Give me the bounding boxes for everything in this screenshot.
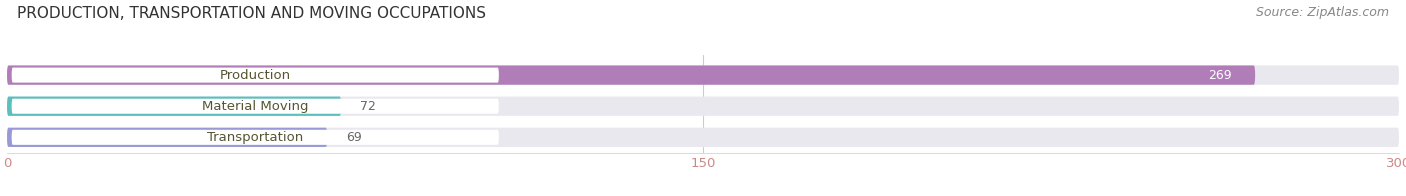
Text: 69: 69 <box>346 131 361 144</box>
Text: Production: Production <box>219 69 291 82</box>
Text: PRODUCTION, TRANSPORTATION AND MOVING OCCUPATIONS: PRODUCTION, TRANSPORTATION AND MOVING OC… <box>17 6 486 21</box>
Text: 269: 269 <box>1208 69 1232 82</box>
Text: Transportation: Transportation <box>207 131 304 144</box>
FancyBboxPatch shape <box>7 97 342 116</box>
Text: Material Moving: Material Moving <box>202 100 308 113</box>
Text: 72: 72 <box>360 100 375 113</box>
FancyBboxPatch shape <box>7 128 328 147</box>
FancyBboxPatch shape <box>7 128 1399 147</box>
FancyBboxPatch shape <box>7 97 1399 116</box>
FancyBboxPatch shape <box>11 68 499 83</box>
FancyBboxPatch shape <box>7 65 1399 85</box>
FancyBboxPatch shape <box>11 130 499 145</box>
Text: Source: ZipAtlas.com: Source: ZipAtlas.com <box>1256 6 1389 19</box>
FancyBboxPatch shape <box>7 65 1256 85</box>
FancyBboxPatch shape <box>11 99 499 114</box>
